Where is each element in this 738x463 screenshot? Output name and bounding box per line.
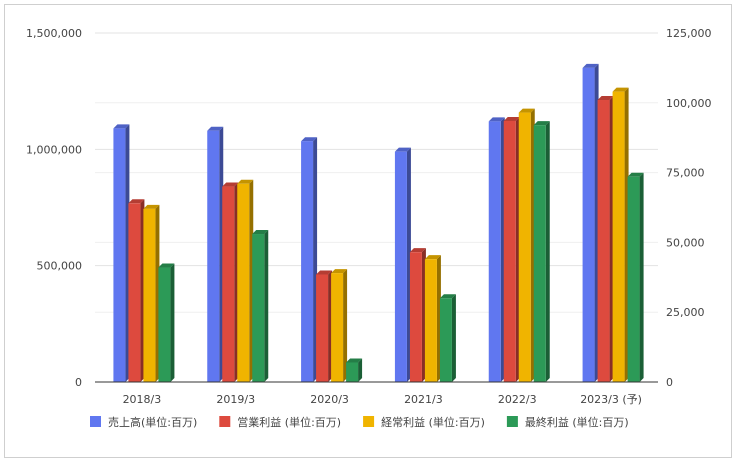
right-tick-label: 100,000 xyxy=(666,97,712,110)
bar-3-1 xyxy=(143,204,160,382)
legend-swatch xyxy=(90,416,101,427)
category-label: 2018/3 xyxy=(123,393,162,406)
legend-swatch xyxy=(506,416,518,427)
bar-2-2 xyxy=(222,182,239,382)
bar-2-1 xyxy=(128,199,145,382)
legend-label: 経常利益 (単位:百万) xyxy=(381,415,485,429)
bar-3-2 xyxy=(237,179,254,382)
left-tick-label: 500,000 xyxy=(37,260,83,273)
category-label: 2022/3 xyxy=(498,393,537,406)
bar-3-3 xyxy=(331,269,348,382)
right-tick-label: 0 xyxy=(666,376,673,389)
legend-item-1[interactable]: 売上高(単位:百万) xyxy=(90,415,197,429)
category-label: 2023/3 (予) xyxy=(580,393,642,406)
bar-1-2 xyxy=(207,126,224,382)
gridlines xyxy=(95,32,658,313)
right-tick-label: 125,000 xyxy=(666,27,712,40)
right-tick-label: 75,000 xyxy=(666,167,705,180)
bar-4-4 xyxy=(439,294,456,382)
legend-item-3[interactable]: 経常利益 (単位:百万) xyxy=(363,415,485,429)
legend-item-2[interactable]: 営業利益 (単位:百万) xyxy=(219,415,341,429)
bar-2-5 xyxy=(503,116,520,382)
left-tick-label: 1,000,000 xyxy=(26,143,82,156)
left-tick-label: 0 xyxy=(75,376,82,389)
legend-label: 売上高(単位:百万) xyxy=(108,415,197,429)
bar-1-4 xyxy=(394,147,411,382)
legend: 売上高(単位:百万) 営業利益 (単位:百万) 経常利益 (単位:百万) 最終利益 (… xyxy=(90,415,629,429)
legend-swatch xyxy=(219,416,231,427)
left-tick-label: 1,500,000 xyxy=(26,27,82,40)
bar-4-3 xyxy=(346,358,363,382)
bar-1-5 xyxy=(488,117,505,382)
legend-swatch xyxy=(363,416,375,427)
bar-4-6 xyxy=(627,172,644,382)
bar-4-1 xyxy=(158,263,175,382)
right-tick-label: 25,000 xyxy=(666,306,705,319)
bar-2-6 xyxy=(597,96,614,383)
bar-1-6 xyxy=(582,63,599,383)
bar-2-4 xyxy=(409,248,426,382)
legend-label: 最終利益 (単位:百万) xyxy=(525,415,629,429)
category-label: 2021/3 xyxy=(404,393,443,406)
bar-1-3 xyxy=(301,137,318,382)
bar-4-5 xyxy=(533,121,550,383)
legend-label: 営業利益 (単位:百万) xyxy=(237,415,341,429)
category-label: 2019/3 xyxy=(216,393,255,406)
bar-2-3 xyxy=(316,270,333,382)
bar-1-1 xyxy=(113,124,130,382)
bar-4-2 xyxy=(252,230,269,382)
category-label: 2020/3 xyxy=(310,393,349,406)
bar-3-6 xyxy=(612,87,629,382)
axes: 0 500,000 1,000,000 1,500,000 0 25,000 50,000 7… xyxy=(26,27,711,406)
right-tick-label: 50,000 xyxy=(666,236,705,249)
bar-3-4 xyxy=(424,255,441,382)
legend-item-4[interactable]: 最終利益 (単位:百万) xyxy=(506,415,629,429)
bars xyxy=(113,63,644,383)
bar-3-5 xyxy=(518,108,535,383)
